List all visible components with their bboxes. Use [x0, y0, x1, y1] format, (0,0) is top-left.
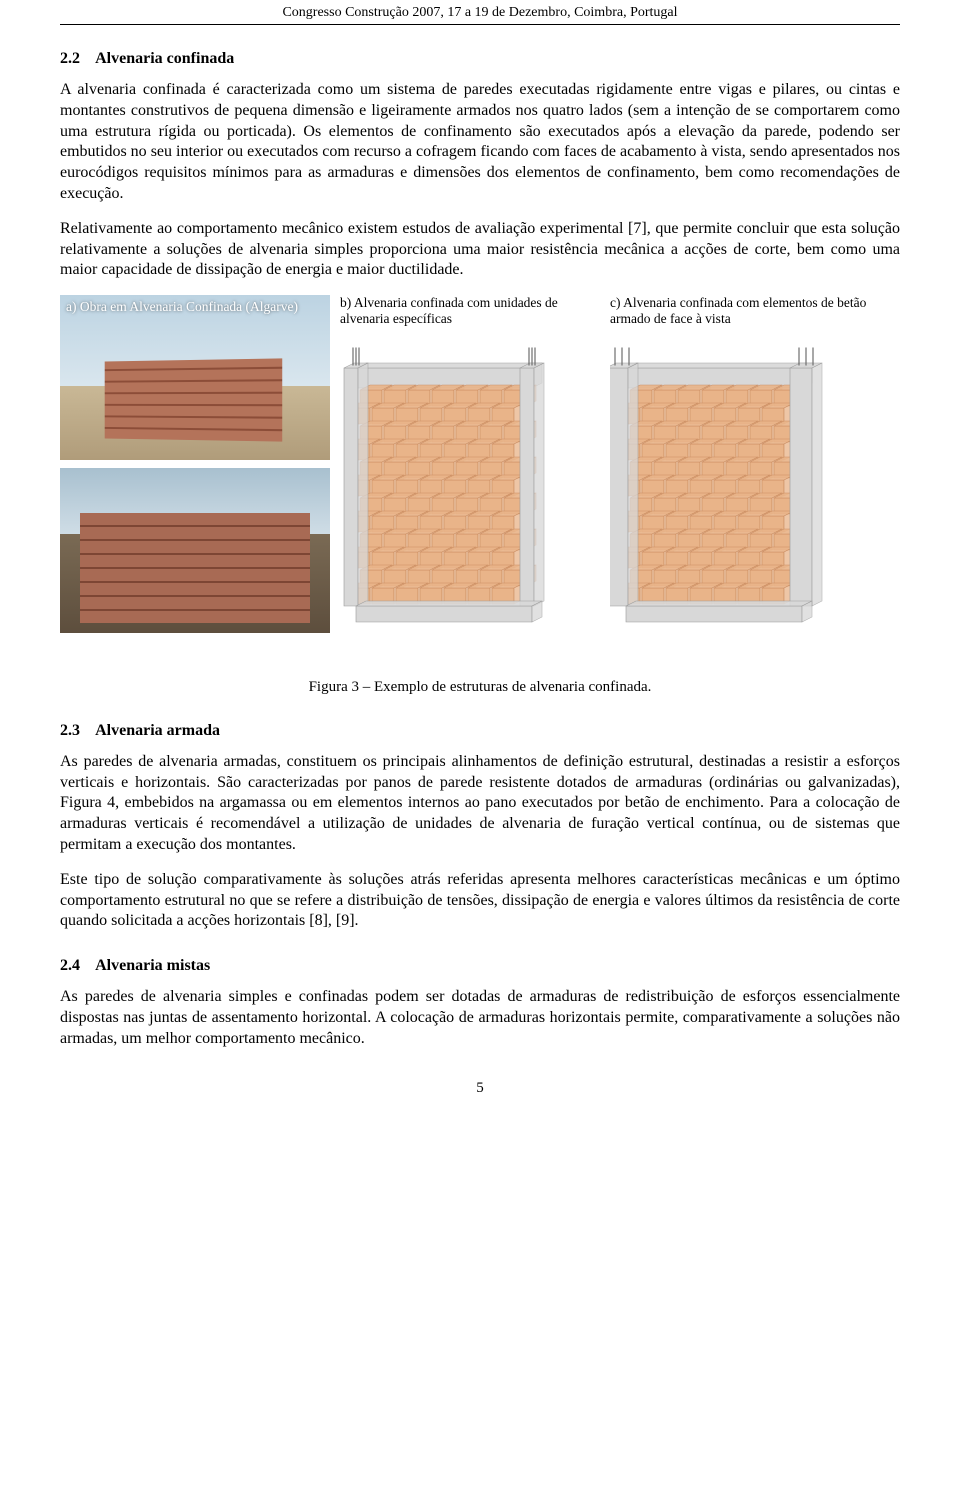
figure-3: a) Obra em Alvenaria Confinada (Algarve)… [60, 295, 900, 669]
figure-3-photo-1 [60, 295, 330, 460]
figure-3-photo-2 [60, 468, 330, 633]
sec24-para-1: As paredes de alvenaria simples e confin… [60, 987, 900, 1049]
section-2-3-num: 2.3 [60, 722, 80, 739]
sec23-para-1: As paredes de alvenaria armadas, constit… [60, 752, 900, 856]
section-2-2-num: 2.2 [60, 50, 80, 67]
figure-3-caption-a: a) Obra em Alvenaria Confinada (Algarve) [60, 295, 304, 319]
figure-3-caption-b: b) Alvenaria confinada com unidades de a… [340, 295, 600, 327]
section-2-4-num: 2.4 [60, 957, 80, 974]
figure-3-col-c: c) Alvenaria confinada com elementos de … [610, 295, 890, 669]
figure-3-caption-c: c) Alvenaria confinada com elementos de … [610, 295, 890, 327]
section-2-3-title: Alvenaria armada [95, 722, 220, 739]
sec23-para-2: Este tipo de solução comparativamente às… [60, 870, 900, 932]
figure-3-col-b: b) Alvenaria confinada com unidades de a… [340, 295, 600, 669]
sec22-para-1: A alvenaria confinada é caracterizada co… [60, 80, 900, 205]
section-2-2-title: Alvenaria confinada [95, 50, 234, 67]
figure-3-col-a: a) Obra em Alvenaria Confinada (Algarve) [60, 295, 330, 633]
running-header: Congresso Construção 2007, 17 a 19 de De… [60, 0, 900, 25]
section-2-2-heading: 2.2 Alvenaria confinada [60, 49, 900, 70]
section-2-3-heading: 2.3 Alvenaria armada [60, 721, 900, 742]
figure-3-diagram-b [340, 330, 600, 670]
figure-3-diagram-c [610, 330, 890, 670]
sec22-para-2: Relativamente ao comportamento mecânico … [60, 219, 900, 281]
running-header-text: Congresso Construção 2007, 17 a 19 de De… [282, 5, 677, 20]
section-2-4-heading: 2.4 Alvenaria mistas [60, 956, 900, 977]
page-number: 5 [60, 1079, 900, 1099]
section-2-4-title: Alvenaria mistas [95, 957, 210, 974]
figure-3-caption: Figura 3 – Exemplo de estruturas de alve… [60, 678, 900, 698]
